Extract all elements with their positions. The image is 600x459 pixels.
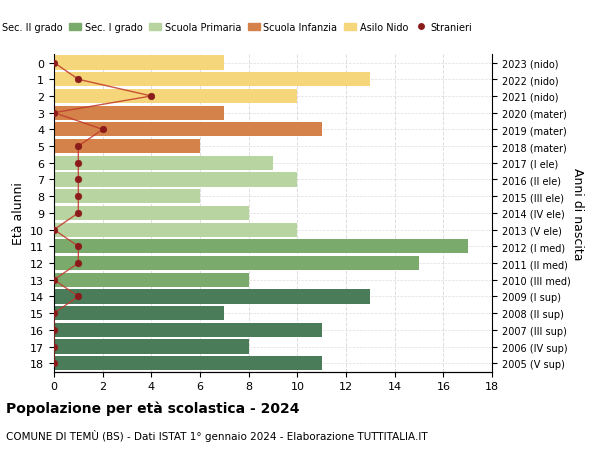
Point: [74, 143, 83, 151]
Bar: [54, 323, 322, 337]
Bar: [54, 257, 419, 270]
Text: COMUNE DI TEMÙ (BS) - Dati ISTAT 1° gennaio 2024 - Elaborazione TUTTITALIA.IT: COMUNE DI TEMÙ (BS) - Dati ISTAT 1° genn…: [6, 429, 428, 441]
Bar: [54, 173, 298, 187]
Bar: [54, 356, 322, 370]
Point: [49, 276, 59, 284]
Bar: [54, 223, 298, 237]
Point: [74, 243, 83, 251]
Point: [74, 160, 83, 167]
Point: [49, 226, 59, 234]
Point: [49, 343, 59, 351]
Point: [74, 176, 83, 184]
Point: [74, 293, 83, 301]
Bar: [54, 73, 370, 87]
Point: [74, 260, 83, 267]
Bar: [54, 273, 248, 287]
Point: [74, 210, 83, 217]
Y-axis label: Età alunni: Età alunni: [11, 182, 25, 245]
Bar: [54, 106, 224, 121]
Point: [49, 360, 59, 367]
Bar: [54, 207, 248, 220]
Bar: [54, 123, 322, 137]
Point: [74, 76, 83, 84]
Legend: Sec. II grado, Sec. I grado, Scuola Primaria, Scuola Infanzia, Asilo Nido, Stran: Sec. II grado, Sec. I grado, Scuola Prim…: [0, 19, 476, 37]
Point: [49, 326, 59, 334]
Y-axis label: Anni di nascita: Anni di nascita: [571, 167, 584, 260]
Point: [74, 193, 83, 201]
Point: [49, 310, 59, 317]
Bar: [54, 140, 200, 154]
Bar: [54, 90, 298, 104]
Bar: [54, 340, 248, 354]
Point: [146, 93, 156, 101]
Bar: [54, 240, 467, 254]
Bar: [54, 190, 200, 204]
Point: [49, 60, 59, 67]
Bar: [54, 157, 273, 170]
Bar: [54, 56, 224, 71]
Point: [98, 126, 107, 134]
Point: [49, 110, 59, 117]
Text: Popolazione per età scolastica - 2024: Popolazione per età scolastica - 2024: [6, 401, 299, 415]
Bar: [54, 306, 224, 320]
Bar: [54, 290, 370, 304]
